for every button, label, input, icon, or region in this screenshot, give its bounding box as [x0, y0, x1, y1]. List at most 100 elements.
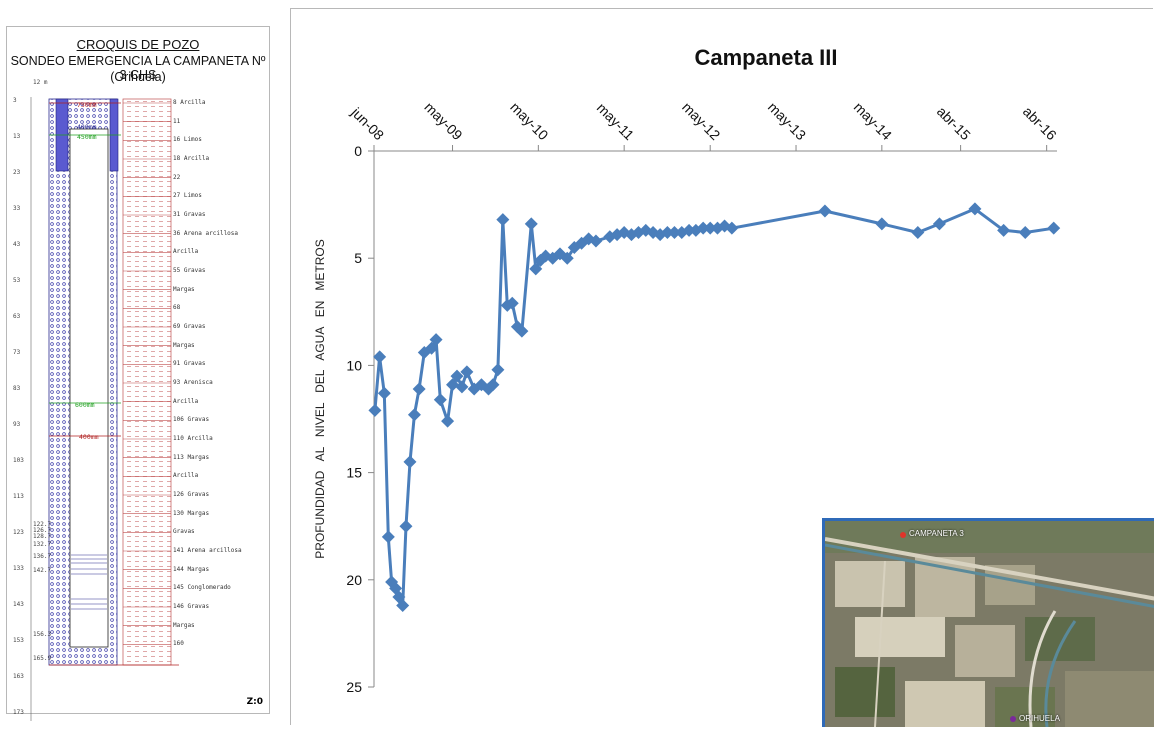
data-point-marker	[412, 382, 426, 396]
data-point-marker	[553, 247, 567, 261]
data-point-marker	[524, 217, 538, 231]
data-point-marker	[696, 221, 710, 235]
data-point-marker	[407, 408, 421, 422]
data-point-marker	[1018, 225, 1032, 239]
data-point-marker	[968, 202, 982, 216]
well-depth-tick: 73	[13, 349, 21, 356]
data-point-marker	[433, 393, 447, 407]
well-depth-tick: 153	[13, 637, 24, 644]
map-label-orihuela: ORIHUELA	[1019, 714, 1060, 723]
data-point-marker	[403, 455, 417, 469]
well-lithology-label: 68	[173, 304, 181, 312]
data-point-marker	[392, 590, 406, 604]
x-tick-label: jun-08	[348, 104, 388, 144]
x-tick-label: abr-16	[1020, 103, 1060, 143]
well-lithology-label: 8 Arcilla	[173, 99, 206, 106]
map-marker-icon	[1010, 716, 1016, 722]
well-lithology-label: 110 Arcilla	[173, 435, 213, 442]
x-tick-label: may-14	[851, 99, 895, 143]
data-point-marker	[389, 581, 403, 595]
data-point-marker	[818, 204, 832, 218]
well-depth-tick: 43	[13, 241, 21, 248]
data-point-marker	[368, 403, 382, 417]
well-lithology-label: 22	[173, 173, 181, 181]
data-point-marker	[429, 333, 443, 347]
y-tick-labels: 0 5 10 15 20 25	[346, 143, 374, 695]
data-point-marker	[486, 378, 500, 392]
data-point-marker	[373, 350, 387, 364]
data-point-marker	[667, 225, 681, 239]
data-point-marker	[460, 365, 474, 379]
data-point-marker	[500, 298, 514, 312]
data-point-marker	[560, 251, 574, 265]
well-lithology-label: Margas	[173, 621, 195, 629]
data-point-marker	[515, 324, 529, 338]
data-point-marker	[932, 217, 946, 231]
chart-title: Campaneta III	[694, 45, 837, 70]
data-point-marker	[589, 234, 603, 248]
y-tick-label: 0	[354, 143, 362, 159]
x-tick-label: may-13	[765, 99, 809, 143]
water-level-chart: Campaneta III PROFUNDIDAD AL NIVEL DEL A…	[313, 45, 1061, 695]
satellite-map-image	[825, 521, 1154, 727]
data-point-marker	[610, 228, 624, 242]
well-depth-mark: 132.7	[33, 541, 52, 548]
map-marker-icon	[900, 532, 906, 538]
data-point-marker	[505, 296, 519, 310]
well-lithology-label: 27 Limos	[173, 192, 202, 200]
well-lithology-label: 130 Margas	[173, 509, 210, 517]
x-tick-label: may-11	[594, 100, 638, 144]
well-lithology-label: 126 Gravas	[173, 491, 210, 498]
well-lithology-label: Arcilla	[173, 472, 199, 480]
series-group	[368, 202, 1061, 613]
well-depth-tick: 103	[13, 457, 24, 464]
y-axis-label: PROFUNDIDAD AL NIVEL DEL AGUA EN METROS	[313, 239, 327, 558]
well-depth-mark: 136.7	[33, 553, 52, 560]
data-point-marker	[997, 223, 1011, 237]
well-lithology-label: 113 Margas	[173, 453, 210, 461]
well-depth-tick: 23	[13, 169, 21, 176]
x-tick-label: may-09	[421, 99, 465, 143]
well-depth-tick: 143	[13, 601, 24, 608]
well-lithology-label: 146 Gravas	[173, 603, 210, 610]
well-casing-label: 750mm	[77, 101, 97, 109]
well-lithology-label: Margas	[173, 285, 195, 293]
well-depth-tick: 163	[13, 673, 24, 680]
well-depth-tick: 123	[13, 529, 24, 536]
well-depth-mark: 128.7	[33, 533, 52, 540]
well-lithology-label: 31 Gravas	[173, 211, 206, 218]
well-lithology-label: 91 Gravas	[173, 360, 206, 368]
well-depth-tick: 3	[13, 97, 17, 104]
data-point-marker	[425, 341, 439, 355]
data-point-marker	[491, 363, 505, 377]
data-point-marker	[529, 262, 543, 276]
well-lithology-label: 145 Conglomerado	[173, 584, 231, 592]
well-lithology-label: 55 Gravas	[173, 267, 206, 274]
x-tick-label: abr-15	[934, 103, 974, 143]
y-tick-label: 5	[354, 250, 362, 266]
well-depth-tick: 53	[13, 277, 21, 284]
well-depth-mark: 12 m	[33, 79, 48, 86]
well-depth-mark: 156.3	[33, 631, 52, 638]
well-casing-label: 400mm	[77, 123, 97, 131]
data-point-marker	[682, 223, 696, 237]
y-tick-label: 25	[346, 679, 362, 695]
well-depth-tick: 133	[13, 565, 24, 572]
well-depth-tick: 33	[13, 205, 21, 212]
data-point-marker	[450, 369, 464, 383]
data-point-marker	[441, 414, 455, 428]
well-depth-mark: 126.7	[33, 527, 52, 534]
data-point-marker	[703, 221, 717, 235]
well-lithology-label: 36 Arena arcillosa	[173, 229, 239, 237]
well-lithology-label: 106 Gravas	[173, 416, 210, 424]
well-sketch-location: (Orihuela)	[110, 70, 166, 84]
data-point-marker	[675, 225, 689, 239]
well-depth-mark: 142.7	[33, 567, 52, 574]
data-point-marker	[617, 225, 631, 239]
data-point-marker	[660, 225, 674, 239]
well-depth-tick: 113	[13, 493, 24, 500]
y-axis-title: PROFUNDIDAD AL NIVEL DEL AGUA EN METROS	[313, 239, 327, 558]
well-casing-label: 600mm	[75, 401, 95, 409]
data-point-marker	[875, 217, 889, 231]
map-inset: CAMPANETA 3 ORIHUELA	[822, 518, 1154, 727]
